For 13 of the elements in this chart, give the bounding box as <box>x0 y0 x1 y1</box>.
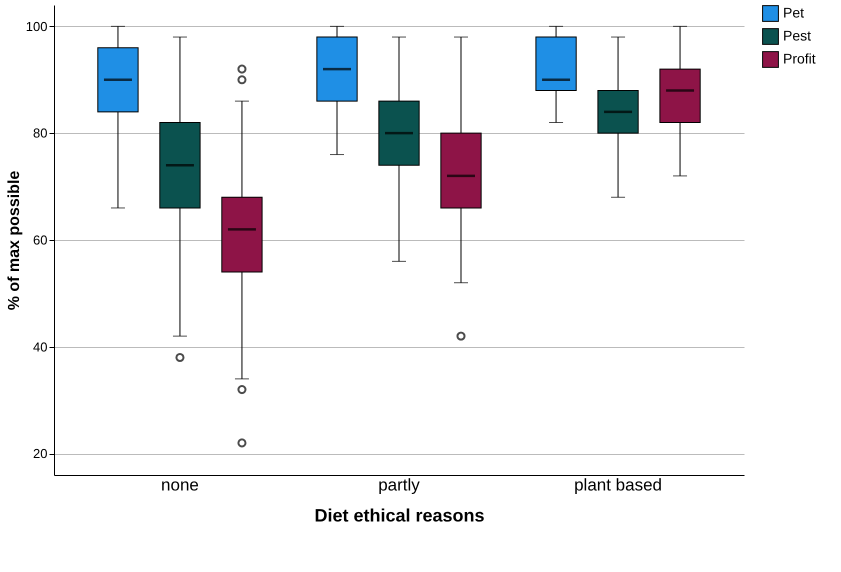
legend-label: Profit <box>783 50 816 66</box>
y-tick-label: 60 <box>33 232 48 248</box>
x-axis-title: Diet ethical reasons <box>314 506 485 526</box>
y-axis-title: % of max possible <box>6 170 23 310</box>
y-tick-label: 80 <box>33 126 48 141</box>
x-tick-label: partly <box>378 476 420 494</box>
x-tick-label: none <box>161 476 199 494</box>
y-tick-label: 20 <box>33 446 48 462</box>
legend-label: Pet <box>783 4 804 20</box>
legend-label: Pest <box>783 28 812 44</box>
y-tick-label: 100 <box>26 18 48 34</box>
y-tick-label: 40 <box>33 339 48 354</box>
x-tick-label: plant based <box>574 476 662 494</box>
